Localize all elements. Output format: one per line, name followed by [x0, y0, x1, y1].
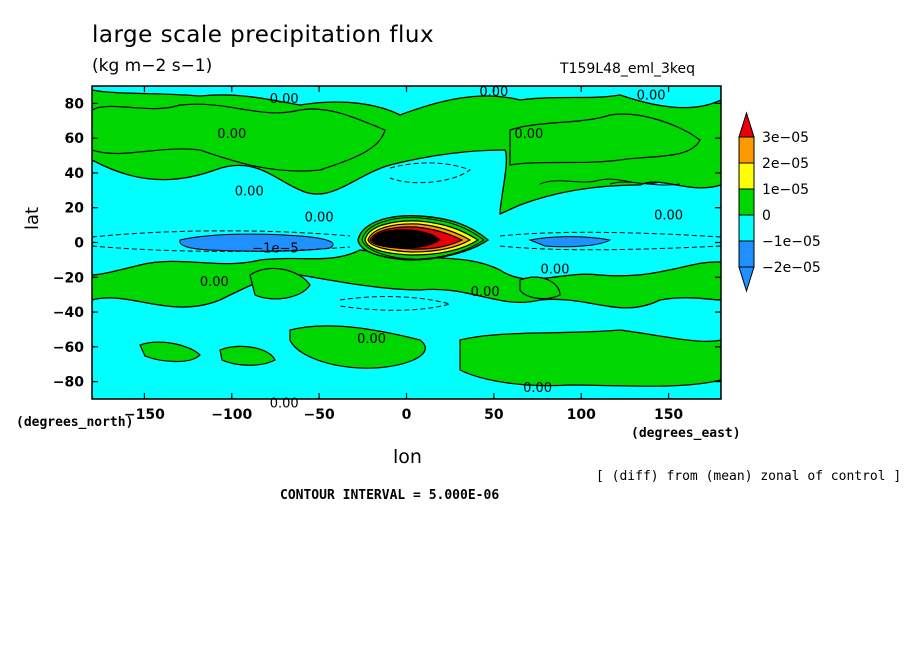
- trough-east: [528, 236, 612, 248]
- negative-band: [92, 86, 721, 116]
- y-axis-label: lat: [22, 206, 43, 230]
- y-tick-label: −20: [53, 270, 84, 286]
- chart-units: (kg m−2 s−1): [92, 56, 213, 76]
- zero-island: [459, 329, 721, 387]
- x-tick-label: 50: [484, 407, 504, 423]
- colorbar-label: 0: [762, 208, 771, 224]
- x-axis-units: (degrees_east): [631, 426, 741, 441]
- y-tick-label: 20: [65, 201, 85, 217]
- zero-island: [289, 325, 426, 369]
- contour-label: 0.00: [541, 263, 570, 278]
- x-tick-label: 100: [567, 407, 596, 423]
- contour-label: 0.00: [270, 396, 299, 411]
- y-tick-label: 0: [74, 236, 84, 252]
- contour-label: 0.00: [200, 275, 229, 290]
- y-tick-label: 80: [65, 96, 85, 112]
- contour-label: 0.00: [235, 184, 264, 199]
- colorbar-label: 1e−05: [762, 182, 809, 198]
- colorbar-box: [738, 214, 755, 242]
- contour-label: 0.00: [217, 127, 246, 142]
- contour-label: 0.00: [305, 210, 334, 225]
- x-tick-label: 0: [402, 407, 412, 423]
- colorbar-box: [738, 240, 755, 268]
- colorbar-bottom-arrow: [738, 266, 755, 293]
- x-tick-label: −100: [211, 407, 252, 423]
- colorbar-box: [738, 136, 755, 164]
- zero-island: [509, 113, 701, 166]
- diff-note: [ (diff) from (mean) zonal of control ]: [596, 469, 902, 484]
- contour-label: 0.00: [514, 127, 543, 142]
- contour-label: 0.00: [357, 332, 386, 347]
- zero-island: [92, 103, 386, 172]
- colorbar-box: [738, 188, 755, 216]
- x-tick-label: 150: [654, 407, 683, 423]
- y-tick-label: −80: [53, 375, 84, 391]
- y-axis-units: (degrees_north): [16, 415, 134, 430]
- plot-area: [92, 86, 721, 399]
- y-tick-label: −60: [53, 340, 84, 356]
- zero-island: [519, 276, 561, 300]
- zero-island: [249, 267, 311, 300]
- colorbar-box: [738, 162, 755, 190]
- contour-label: 0.00: [654, 209, 683, 224]
- colorbar-label: −1e−05: [762, 234, 821, 250]
- y-tick-label: 60: [65, 131, 85, 147]
- colorbar: 3e−05 2e−05 1e−05 0 −1e−05 −2e−05: [738, 111, 821, 293]
- zero-island: [219, 345, 276, 366]
- colorbar-top-arrow: [738, 111, 755, 138]
- contour-label: 0.00: [523, 381, 552, 396]
- y-tick-label: −40: [53, 305, 84, 321]
- solid-contour: [361, 217, 485, 260]
- x-tick-label: −50: [304, 407, 335, 423]
- colorbar-label: 3e−05: [762, 130, 809, 146]
- contour-label: 0.00: [637, 89, 666, 104]
- chart-title: large scale precipitation flux: [92, 22, 435, 48]
- y-tick-label: 40: [65, 166, 85, 182]
- x-axis-label: lon: [393, 446, 422, 468]
- contour-interval: CONTOUR INTERVAL = 5.000E-06: [280, 488, 500, 503]
- contour-label: 0.00: [471, 285, 500, 300]
- contour-label: 0.00: [270, 92, 299, 107]
- trough-west: [179, 233, 334, 252]
- x-tick-label: −150: [124, 407, 165, 423]
- contour-labels: 0.00 0.00 0.00 0.00 0.00 0.00 0.00 −1e−5 0.00 0.0…: [200, 85, 683, 411]
- run-name: T159L48_eml_3keq: [560, 61, 696, 77]
- colorbar-label: −2e−05: [762, 260, 821, 276]
- dashed-contour: [339, 296, 452, 311]
- contour-label: 0.00: [479, 85, 508, 100]
- zero-island: [139, 341, 201, 363]
- dashed-contour: [389, 162, 472, 184]
- equatorial-max-core: [371, 229, 441, 249]
- solid-contour: [539, 178, 681, 186]
- axis-ticks: −150 −100 −50 0 50 100 150 80 60 40 20 0 −20 −40 −60 −8…: [53, 86, 721, 423]
- dashed-contour: [92, 230, 351, 252]
- contour-label: −1e−5: [252, 242, 298, 257]
- colorbar-label: 2e−05: [762, 156, 809, 172]
